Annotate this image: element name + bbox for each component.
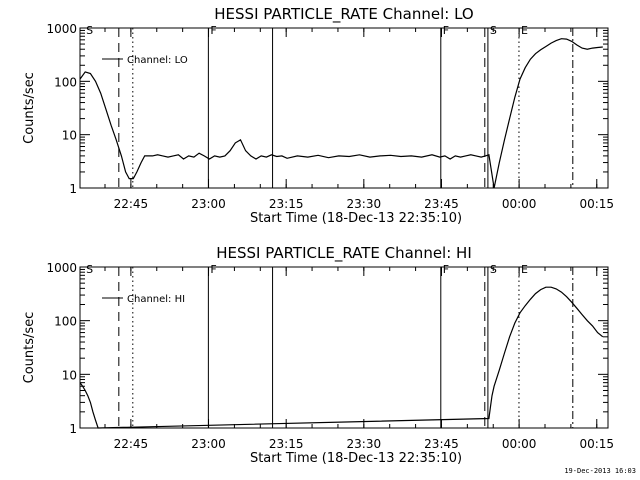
- y-tick-label: 100: [54, 75, 77, 89]
- footer-timestamp: 19-Dec-2013 16:03: [564, 467, 636, 475]
- chart-title: HESSI PARTICLE_RATE Channel: LO: [214, 5, 473, 24]
- legend-label: Channel: LO: [127, 55, 188, 66]
- y-tick-label: 10: [62, 368, 77, 382]
- x-tick-label: 22:45: [114, 437, 149, 451]
- series-line: [79, 38, 603, 189]
- y-tick-label: 10: [62, 129, 77, 143]
- x-tick-label: 23:45: [424, 197, 459, 211]
- x-tick-label: 23:15: [269, 437, 304, 451]
- chart-title: HESSI PARTICLE_RATE Channel: HI: [216, 244, 472, 263]
- x-tick-label: 00:15: [579, 437, 614, 451]
- x-tick-label: 00:15: [579, 197, 614, 211]
- x-tick-label: 23:30: [347, 437, 382, 451]
- legend-label: Channel: HI: [127, 294, 185, 305]
- x-tick-label: 22:45: [114, 197, 149, 211]
- event-marker-label: F: [443, 24, 449, 37]
- y-tick-label: 100: [54, 315, 77, 329]
- y-tick-label: 1000: [46, 261, 77, 275]
- y-axis-label: Counts/sec: [22, 312, 37, 384]
- event-marker-label: E: [521, 24, 528, 37]
- x-tick-label: 23:00: [191, 197, 226, 211]
- event-marker-label: E: [521, 263, 528, 276]
- series-line: [79, 286, 604, 429]
- x-tick-label: 00:00: [502, 437, 537, 451]
- event-marker-label: F: [210, 24, 216, 37]
- y-tick-label: 1: [69, 182, 77, 196]
- event-marker-label: S: [86, 263, 93, 276]
- event-marker-label: S: [490, 24, 497, 37]
- event-marker-label: F: [443, 263, 449, 276]
- y-axis-label: Counts/sec: [22, 72, 37, 144]
- x-axis-label: Start Time (18-Dec-13 22:35:10): [250, 451, 462, 466]
- event-marker-label: F: [210, 263, 216, 276]
- x-tick-label: 23:30: [347, 197, 382, 211]
- x-tick-label: 23:45: [424, 437, 459, 451]
- event-marker-label: S: [86, 24, 93, 37]
- x-tick-label: 23:15: [269, 197, 304, 211]
- plot-frame: [79, 266, 609, 429]
- plot-frame: [79, 27, 609, 189]
- event-marker-label: S: [490, 263, 497, 276]
- x-axis-label: Start Time (18-Dec-13 22:35:10): [250, 211, 462, 226]
- panel-hi: HESSI PARTICLE_RATE Channel: HI 22:45 23:0…: [22, 244, 614, 466]
- y-tick-label: 1000: [46, 22, 77, 36]
- x-tick-label: 23:00: [191, 437, 226, 451]
- x-tick-label: 00:00: [502, 197, 537, 211]
- panel-lo: HESSI PARTICLE_RATE Channel: LO 22:45 23:0…: [22, 5, 614, 226]
- y-tick-label: 1: [69, 422, 77, 436]
